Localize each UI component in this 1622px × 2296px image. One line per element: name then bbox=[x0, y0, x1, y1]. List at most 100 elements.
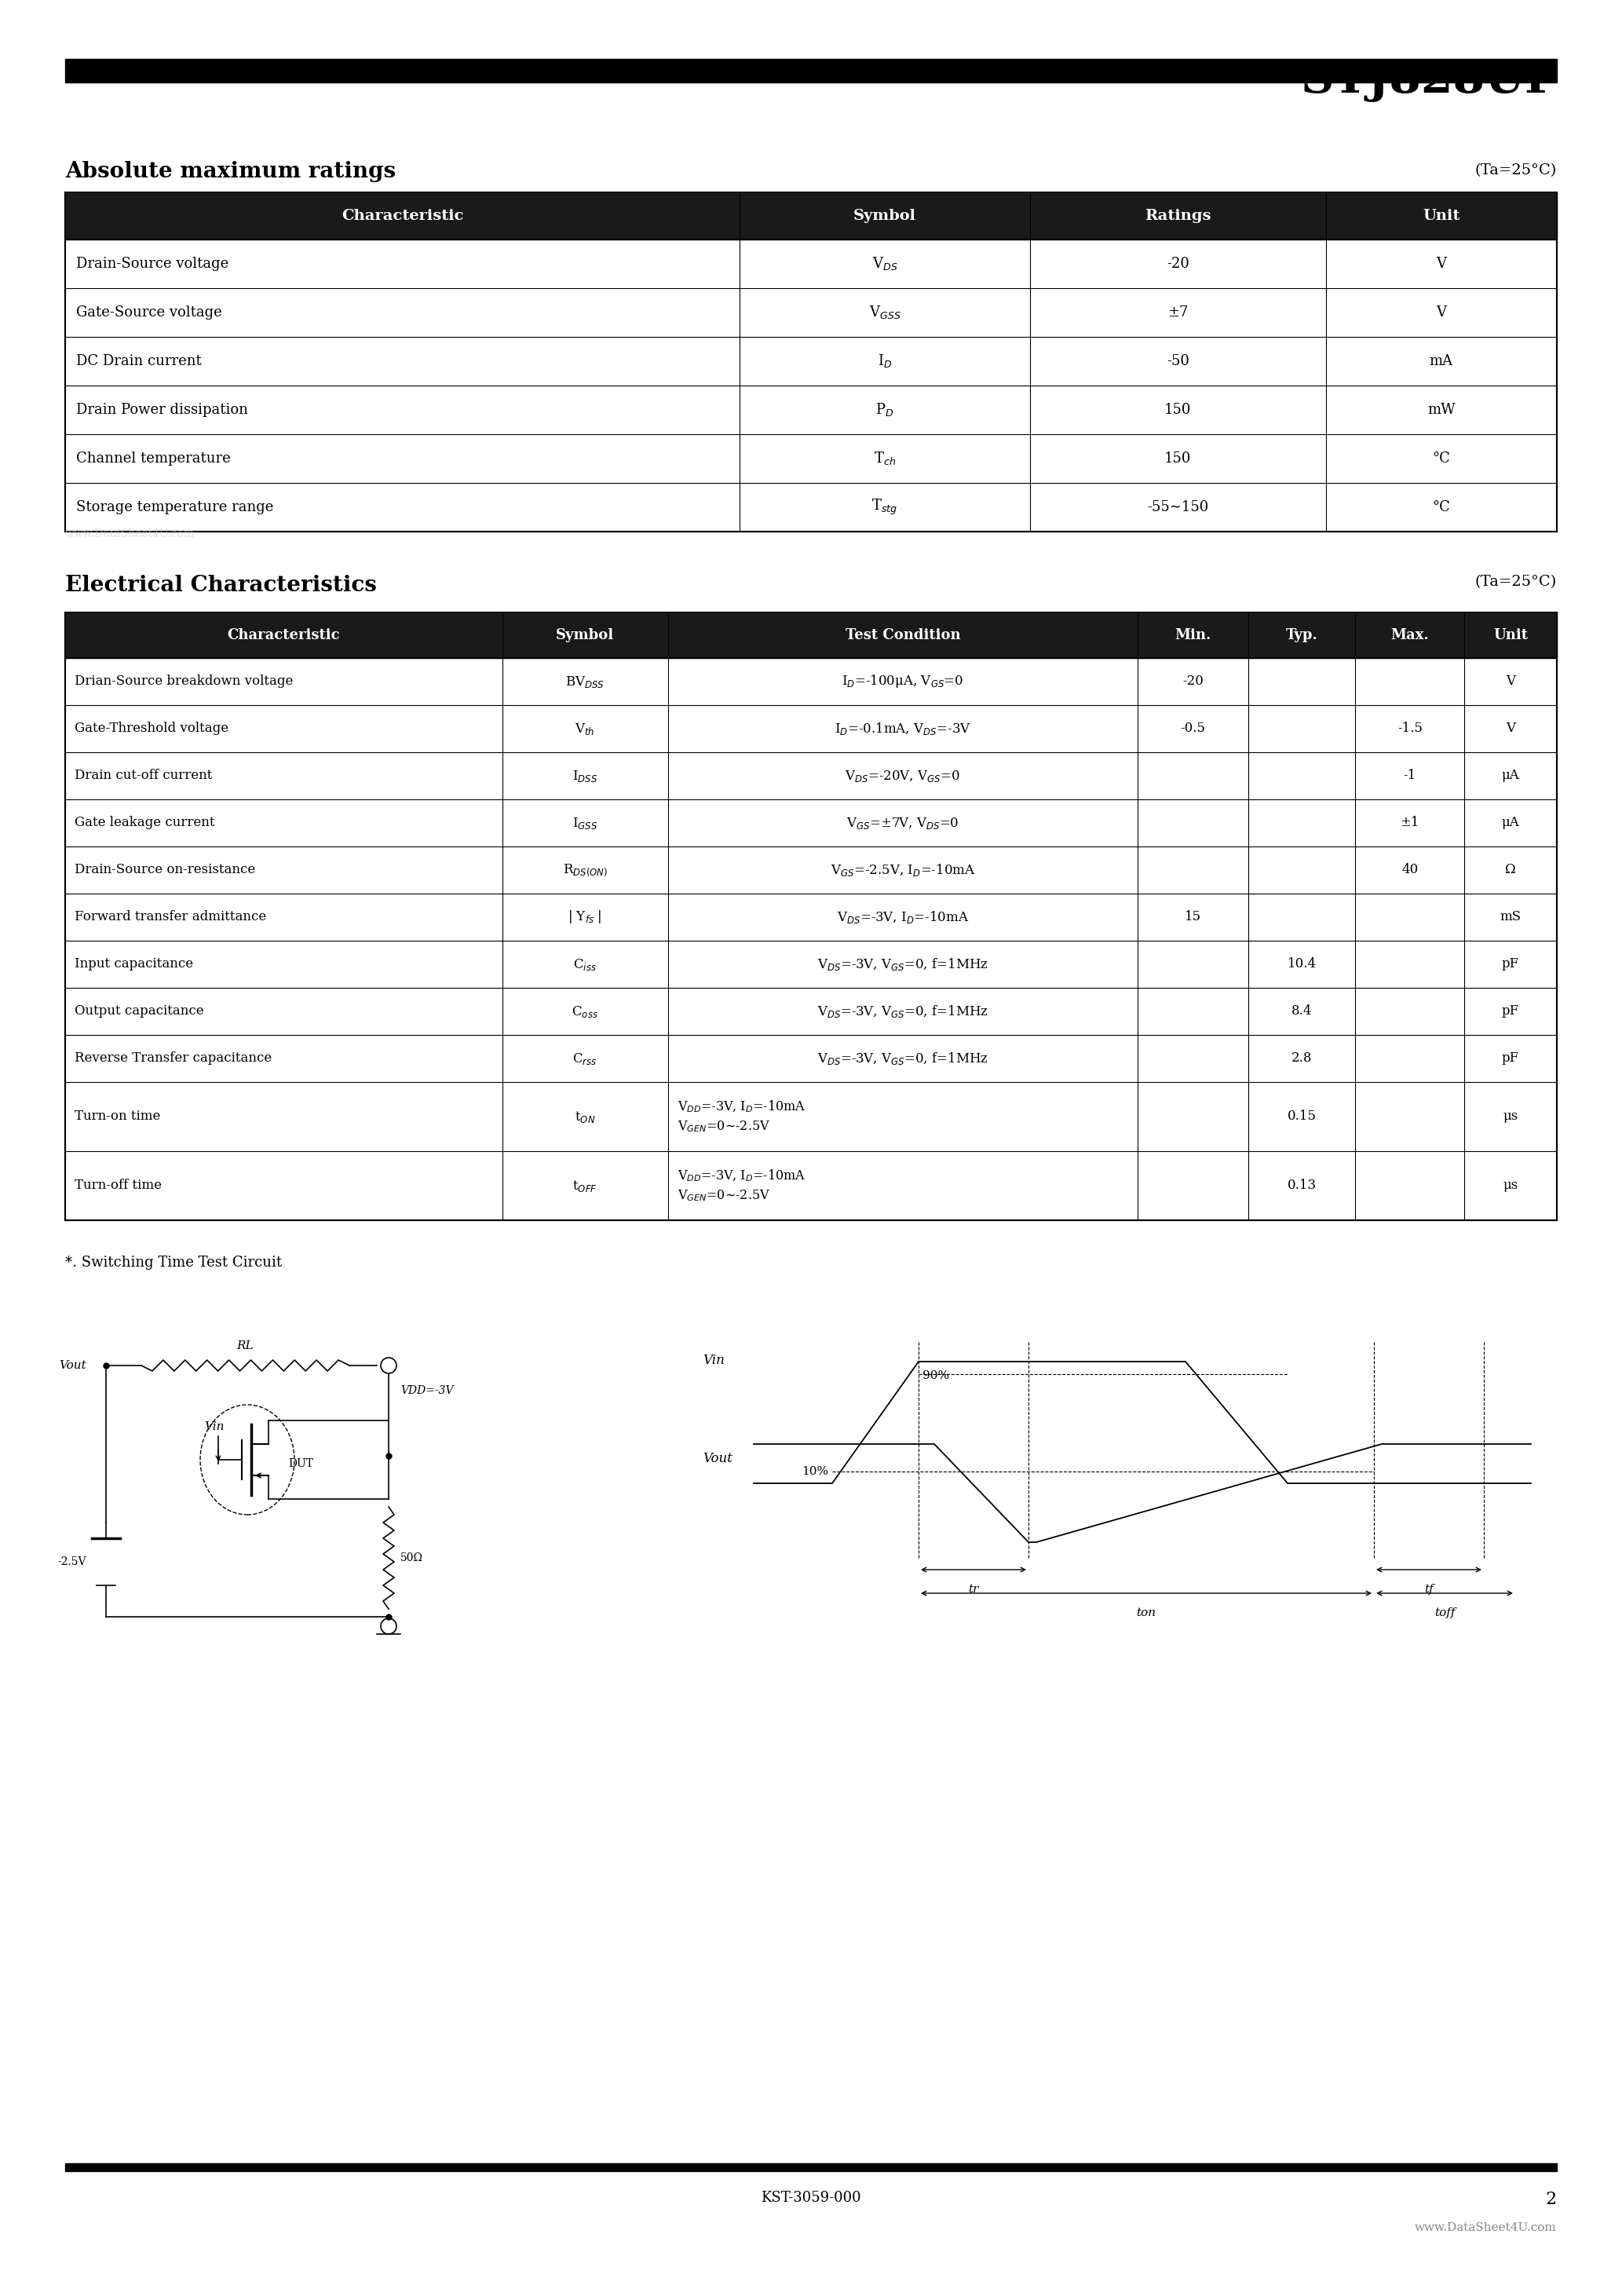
Text: Ω: Ω bbox=[1505, 863, 1517, 877]
Text: tf: tf bbox=[1424, 1584, 1434, 1596]
Text: I$_{D}$=-100μA, V$_{GS}$=0: I$_{D}$=-100μA, V$_{GS}$=0 bbox=[842, 673, 963, 689]
Text: V$_{DS}$: V$_{DS}$ bbox=[873, 255, 897, 273]
Text: Gate-Threshold voltage: Gate-Threshold voltage bbox=[75, 721, 229, 735]
Text: μs: μs bbox=[1504, 1109, 1518, 1123]
Text: Reverse Transfer capacitance: Reverse Transfer capacitance bbox=[75, 1052, 272, 1065]
Text: V$_{DS}$=-3V, V$_{GS}$=0, f=1MHz: V$_{DS}$=-3V, V$_{GS}$=0, f=1MHz bbox=[817, 1003, 988, 1019]
Text: 10.4: 10.4 bbox=[1288, 957, 1317, 971]
Text: pF: pF bbox=[1502, 1006, 1520, 1017]
Text: -0.5: -0.5 bbox=[1181, 721, 1205, 735]
Text: I$_{DSS}$: I$_{DSS}$ bbox=[573, 769, 597, 783]
Bar bbox=[65, 60, 1557, 83]
Text: -20: -20 bbox=[1182, 675, 1204, 689]
Text: V: V bbox=[1435, 305, 1447, 319]
Text: toff: toff bbox=[1434, 1607, 1455, 1619]
Text: 40: 40 bbox=[1401, 863, 1418, 877]
Text: Turn-on time: Turn-on time bbox=[75, 1109, 161, 1123]
Text: KST-3059-000: KST-3059-000 bbox=[761, 2190, 861, 2204]
Text: 0.15: 0.15 bbox=[1288, 1109, 1317, 1123]
Text: Drain-Source voltage: Drain-Source voltage bbox=[76, 257, 229, 271]
Text: tr: tr bbox=[968, 1584, 978, 1596]
Text: -55∼150: -55∼150 bbox=[1147, 501, 1208, 514]
Text: Max.: Max. bbox=[1390, 629, 1429, 643]
Text: V: V bbox=[1505, 721, 1515, 735]
Text: -20: -20 bbox=[1166, 257, 1189, 271]
Text: pF: pF bbox=[1502, 1052, 1520, 1065]
Text: Ratings: Ratings bbox=[1145, 209, 1212, 223]
Text: -1: -1 bbox=[1403, 769, 1416, 783]
Text: Vout: Vout bbox=[702, 1451, 733, 1465]
Text: t$_{OFF}$: t$_{OFF}$ bbox=[573, 1178, 597, 1194]
Text: 8.4: 8.4 bbox=[1291, 1006, 1312, 1017]
Text: -1.5: -1.5 bbox=[1397, 721, 1422, 735]
Text: R$_{DS(ON)}$: R$_{DS(ON)}$ bbox=[563, 863, 607, 877]
Text: 2.8: 2.8 bbox=[1291, 1052, 1312, 1065]
Text: -50: -50 bbox=[1166, 354, 1189, 367]
Text: C$_{rss}$: C$_{rss}$ bbox=[573, 1052, 597, 1065]
Text: Typ.: Typ. bbox=[1286, 629, 1317, 643]
Text: I$_{GSS}$: I$_{GSS}$ bbox=[573, 815, 597, 831]
Text: V$_{DD}$=-3V, I$_{D}$=-10mA: V$_{DD}$=-3V, I$_{D}$=-10mA bbox=[678, 1169, 806, 1182]
Text: mW: mW bbox=[1427, 402, 1455, 418]
Text: Vin: Vin bbox=[702, 1355, 725, 1366]
Text: Characteristic: Characteristic bbox=[341, 209, 464, 223]
Text: Input capacitance: Input capacitance bbox=[75, 957, 193, 971]
Text: Unit: Unit bbox=[1494, 629, 1528, 643]
Text: V$_{GEN}$=0∼-2.5V: V$_{GEN}$=0∼-2.5V bbox=[678, 1120, 770, 1134]
Text: Unit: Unit bbox=[1422, 209, 1460, 223]
Bar bbox=[65, 2163, 1557, 2172]
Text: V: V bbox=[1435, 257, 1447, 271]
Text: Symbol: Symbol bbox=[556, 629, 615, 643]
Text: P$_{D}$: P$_{D}$ bbox=[876, 402, 894, 418]
Text: μA: μA bbox=[1502, 769, 1520, 783]
Text: Symbol: Symbol bbox=[853, 209, 916, 223]
Text: Drian-Source breakdown voltage: Drian-Source breakdown voltage bbox=[75, 675, 294, 689]
Text: www.DataSheet4U.com: www.DataSheet4U.com bbox=[1414, 2223, 1557, 2234]
Text: T$_{ch}$: T$_{ch}$ bbox=[874, 450, 895, 466]
Bar bbox=[65, 613, 1557, 659]
Text: Storage temperature range: Storage temperature range bbox=[76, 501, 274, 514]
Text: BV$_{DSS}$: BV$_{DSS}$ bbox=[566, 675, 605, 689]
Text: V$_{GS}$=-2.5V, I$_{D}$=-10mA: V$_{GS}$=-2.5V, I$_{D}$=-10mA bbox=[830, 863, 975, 877]
Text: Drain-Source on-resistance: Drain-Source on-resistance bbox=[75, 863, 255, 877]
Text: °C: °C bbox=[1432, 501, 1450, 514]
Text: °C: °C bbox=[1432, 452, 1450, 466]
Text: ±7: ±7 bbox=[1168, 305, 1189, 319]
Text: Drain Power dissipation: Drain Power dissipation bbox=[76, 402, 248, 418]
Text: 10%: 10% bbox=[801, 1465, 829, 1476]
Text: Electrical Characteristics: Electrical Characteristics bbox=[65, 574, 376, 597]
Text: V$_{DS}$=-3V, I$_{D}$=-10mA: V$_{DS}$=-3V, I$_{D}$=-10mA bbox=[837, 909, 968, 925]
Text: VDD=-3V: VDD=-3V bbox=[401, 1384, 454, 1396]
Text: www.DataSheet4U.com: www.DataSheet4U.com bbox=[65, 528, 195, 540]
Text: STJ828UF: STJ828UF bbox=[1299, 57, 1557, 101]
Text: C$_{iss}$: C$_{iss}$ bbox=[573, 957, 597, 971]
Text: V$_{th}$: V$_{th}$ bbox=[576, 721, 595, 737]
Text: -2.5V: -2.5V bbox=[58, 1557, 86, 1568]
Text: Turn-off time: Turn-off time bbox=[75, 1180, 162, 1192]
Text: V$_{GEN}$=0∼-2.5V: V$_{GEN}$=0∼-2.5V bbox=[678, 1189, 770, 1203]
Text: pF: pF bbox=[1502, 957, 1520, 971]
Bar bbox=[65, 193, 1557, 239]
Text: Drain cut-off current: Drain cut-off current bbox=[75, 769, 212, 783]
Text: V$_{DD}$=-3V, I$_{D}$=-10mA: V$_{DD}$=-3V, I$_{D}$=-10mA bbox=[678, 1100, 806, 1114]
Text: DUT: DUT bbox=[289, 1458, 313, 1469]
Text: 150: 150 bbox=[1165, 452, 1192, 466]
Text: Min.: Min. bbox=[1174, 629, 1212, 643]
Text: (Ta=25°C): (Ta=25°C) bbox=[1474, 574, 1557, 588]
Text: 2: 2 bbox=[1546, 2190, 1557, 2209]
Text: (Ta=25°C): (Ta=25°C) bbox=[1474, 163, 1557, 177]
Text: DC Drain current: DC Drain current bbox=[76, 354, 201, 367]
Text: 15: 15 bbox=[1184, 912, 1202, 923]
Text: mA: mA bbox=[1429, 354, 1453, 367]
Bar bbox=[65, 613, 1557, 1219]
Text: I$_{D}$=-0.1mA, V$_{DS}$=-3V: I$_{D}$=-0.1mA, V$_{DS}$=-3V bbox=[835, 721, 972, 737]
Text: V: V bbox=[1505, 675, 1515, 689]
Text: V$_{DS}$=-20V, V$_{GS}$=0: V$_{DS}$=-20V, V$_{GS}$=0 bbox=[845, 769, 960, 783]
Text: V$_{DS}$=-3V, V$_{GS}$=0, f=1MHz: V$_{DS}$=-3V, V$_{GS}$=0, f=1MHz bbox=[817, 957, 988, 971]
Text: Gate leakage current: Gate leakage current bbox=[75, 817, 214, 829]
Text: mS: mS bbox=[1500, 912, 1521, 923]
Text: Characteristic: Characteristic bbox=[227, 629, 341, 643]
Text: 90%: 90% bbox=[923, 1371, 949, 1382]
Text: Channel temperature: Channel temperature bbox=[76, 452, 230, 466]
Text: μs: μs bbox=[1504, 1180, 1518, 1192]
